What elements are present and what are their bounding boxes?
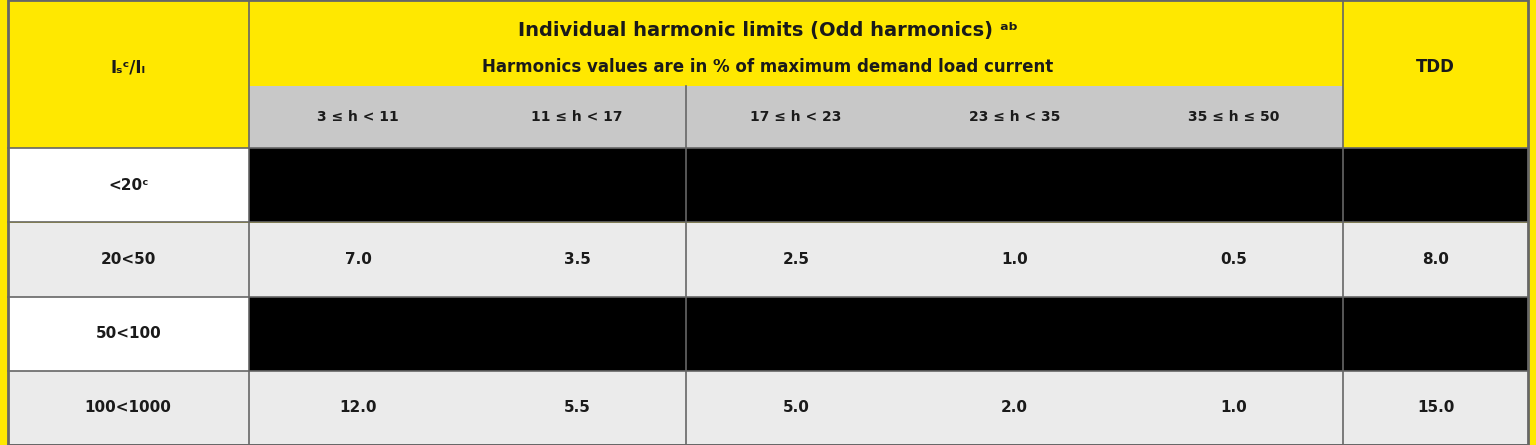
Text: 3 ≤ h < 11: 3 ≤ h < 11 [318, 110, 399, 124]
Text: 5.0: 5.0 [782, 400, 809, 416]
Text: 7.0: 7.0 [344, 252, 372, 267]
Text: 20<50: 20<50 [100, 252, 157, 267]
Text: 2.5: 2.5 [782, 252, 809, 267]
Text: 12.0: 12.0 [339, 400, 376, 416]
Text: 1.0: 1.0 [1001, 252, 1028, 267]
Text: 0.5: 0.5 [1220, 252, 1247, 267]
Text: 35 ≤ h ≤ 50: 35 ≤ h ≤ 50 [1187, 110, 1279, 124]
Bar [249, 148, 1528, 222]
Text: Harmonics values are in % of maximum demand load current: Harmonics values are in % of maximum dem… [482, 58, 1054, 76]
Text: Individual harmonic limits (Odd harmonics) ᵃᵇ: Individual harmonic limits (Odd harmonic… [518, 20, 1018, 40]
Text: 3.5: 3.5 [564, 252, 590, 267]
Bar [8, 0, 1528, 148]
Text: 15.0: 15.0 [1416, 400, 1455, 416]
Text: 100<1000: 100<1000 [84, 400, 172, 416]
Bar [249, 86, 1342, 148]
Bar [8, 148, 249, 222]
Text: 23 ≤ h < 35: 23 ≤ h < 35 [969, 110, 1060, 124]
Bar [8, 371, 1528, 445]
Text: <20ᶜ: <20ᶜ [108, 178, 149, 193]
Text: 50<100: 50<100 [95, 326, 161, 341]
Text: 1.0: 1.0 [1220, 400, 1247, 416]
Text: 17 ≤ h < 23: 17 ≤ h < 23 [750, 110, 842, 124]
Text: Iₛᶜ/Iₗ: Iₛᶜ/Iₗ [111, 58, 146, 76]
Bar [249, 297, 1528, 371]
Bar [8, 297, 249, 371]
Text: TDD: TDD [1416, 58, 1455, 76]
Text: 2.0: 2.0 [1001, 400, 1028, 416]
Text: 8.0: 8.0 [1422, 252, 1448, 267]
Text: 5.5: 5.5 [564, 400, 590, 416]
Text: 11 ≤ h < 17: 11 ≤ h < 17 [531, 110, 622, 124]
Bar [8, 222, 1528, 297]
